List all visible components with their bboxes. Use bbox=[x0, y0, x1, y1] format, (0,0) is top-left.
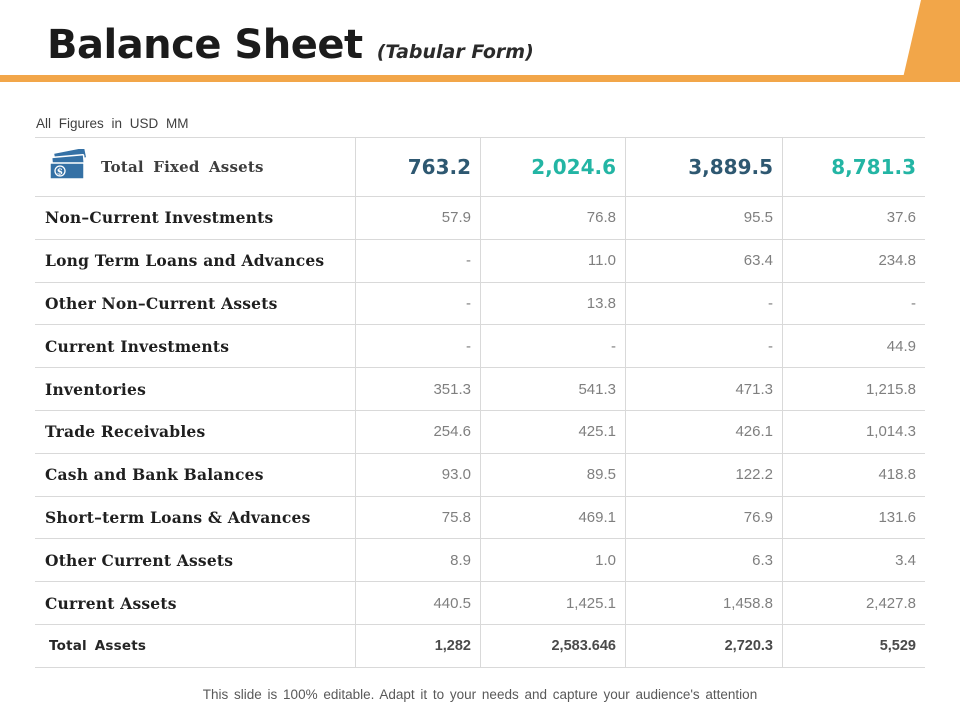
table-cell: 418.8 bbox=[782, 453, 925, 496]
table-row: Long Term Loans and Advances - 11.0 63.4… bbox=[35, 239, 925, 283]
table-header-value: 763.2 bbox=[355, 138, 480, 196]
table-cell: 1,215.8 bbox=[782, 368, 925, 410]
row-label: Cash and Bank Balances bbox=[45, 465, 264, 485]
table-cell: 2,427.8 bbox=[782, 582, 925, 624]
table-cell: 1,282 bbox=[355, 624, 480, 667]
table-cell: 425.1 bbox=[480, 410, 625, 453]
table-cell: 13.8 bbox=[480, 282, 625, 325]
table-cell: 469.1 bbox=[480, 496, 625, 539]
slide-header: Balance Sheet (Tabular Form) bbox=[47, 22, 534, 68]
table-cell: 471.3 bbox=[625, 368, 782, 410]
table-cell: 2,583.646 bbox=[480, 624, 625, 667]
table-row: Inventories 351.3 541.3 471.3 1,215.8 bbox=[35, 368, 925, 411]
table-cell: 351.3 bbox=[355, 368, 480, 410]
table-cell: 76.8 bbox=[480, 197, 625, 239]
row-label: Other Current Assets bbox=[45, 550, 234, 570]
units-note: All Figures in USD MM bbox=[36, 116, 189, 131]
table-header-row: $ Total Fixed Assets 763.2 2,024.6 3,889… bbox=[35, 138, 925, 197]
row-label: Current Assets bbox=[45, 593, 177, 613]
table-cell: 93.0 bbox=[355, 453, 480, 496]
row-label: Long Term Loans and Advances bbox=[45, 251, 325, 271]
accent-bar bbox=[0, 75, 960, 82]
table-cell: 131.6 bbox=[782, 496, 925, 539]
row-label: Trade Receivables bbox=[45, 422, 206, 442]
table-cell: 2,720.3 bbox=[625, 624, 782, 667]
table-row: Non–Current Investments 57.9 76.8 95.5 3… bbox=[35, 197, 925, 240]
table-cell: 89.5 bbox=[480, 453, 625, 496]
row-label: Non–Current Investments bbox=[45, 208, 274, 228]
table-row: Current Assets 440.5 1,425.1 1,458.8 2,4… bbox=[35, 582, 925, 625]
table-cell: - bbox=[355, 325, 480, 368]
page-title: Balance Sheet bbox=[47, 22, 363, 68]
table-cell: - bbox=[782, 282, 925, 325]
table-cell: 234.8 bbox=[782, 239, 925, 282]
table-cell: 1,014.3 bbox=[782, 410, 925, 453]
table-cell: 254.6 bbox=[355, 410, 480, 453]
table-header-label-cell: $ Total Fixed Assets bbox=[35, 138, 355, 196]
table-cell: 1.0 bbox=[480, 539, 625, 582]
table-cell: 440.5 bbox=[355, 582, 480, 624]
table-row: Current Investments - - - 44.9 bbox=[35, 325, 925, 369]
table-header-value: 3,889.5 bbox=[625, 138, 782, 196]
table-row: Other Non–Current Assets - 13.8 - - bbox=[35, 282, 925, 326]
table-cell: 95.5 bbox=[625, 197, 782, 239]
footer-note: This slide is 100% editable. Adapt it to… bbox=[202, 687, 758, 702]
table-cell: 63.4 bbox=[625, 239, 782, 282]
svg-text:$: $ bbox=[57, 167, 63, 177]
table-cell: 75.8 bbox=[355, 496, 480, 539]
table-cell: 11.0 bbox=[480, 239, 625, 282]
table-row: Short–term Loans & Advances 75.8 469.1 7… bbox=[35, 496, 925, 540]
table-row: Trade Receivables 254.6 425.1 426.1 1,01… bbox=[35, 410, 925, 454]
table-cell: - bbox=[355, 239, 480, 282]
table-row: Cash and Bank Balances 93.0 89.5 122.2 4… bbox=[35, 453, 925, 497]
table-header-value: 2,024.6 bbox=[480, 138, 625, 196]
table-cell: 44.9 bbox=[782, 325, 925, 368]
table-cell: 122.2 bbox=[625, 453, 782, 496]
table-cell: 1,458.8 bbox=[625, 582, 782, 624]
accent-corner-shape bbox=[903, 0, 960, 76]
money-stack-icon: $ bbox=[49, 149, 88, 180]
table-cell: 6.3 bbox=[625, 539, 782, 582]
row-label: Inventories bbox=[45, 379, 146, 399]
table-cell: - bbox=[480, 325, 625, 368]
table-cell: 5,529 bbox=[782, 624, 925, 667]
table-cell: - bbox=[625, 282, 782, 325]
table-cell: 426.1 bbox=[625, 410, 782, 453]
page-subtitle: (Tabular Form) bbox=[376, 41, 534, 63]
table-cell: 37.6 bbox=[782, 197, 925, 239]
table-cell: 1,425.1 bbox=[480, 582, 625, 624]
table-row-total: Total Assets 1,282 2,583.646 2,720.3 5,5… bbox=[35, 624, 925, 668]
row-label: Current Investments bbox=[45, 336, 230, 356]
table-cell: - bbox=[625, 325, 782, 368]
row-label: Total Assets bbox=[49, 637, 147, 654]
table-cell: - bbox=[355, 282, 480, 325]
balance-sheet-table: $ Total Fixed Assets 763.2 2,024.6 3,889… bbox=[35, 137, 925, 668]
table-cell: 8.9 bbox=[355, 539, 480, 582]
row-label: Other Non–Current Assets bbox=[45, 293, 278, 313]
table-cell: 57.9 bbox=[355, 197, 480, 239]
table-header-value: 8,781.3 bbox=[782, 138, 925, 196]
table-cell: 3.4 bbox=[782, 539, 925, 582]
table-header-label: Total Fixed Assets bbox=[101, 158, 264, 176]
table-row: Other Current Assets 8.9 1.0 6.3 3.4 bbox=[35, 539, 925, 583]
row-label: Short–term Loans & Advances bbox=[45, 507, 311, 527]
table-cell: 541.3 bbox=[480, 368, 625, 410]
table-cell: 76.9 bbox=[625, 496, 782, 539]
